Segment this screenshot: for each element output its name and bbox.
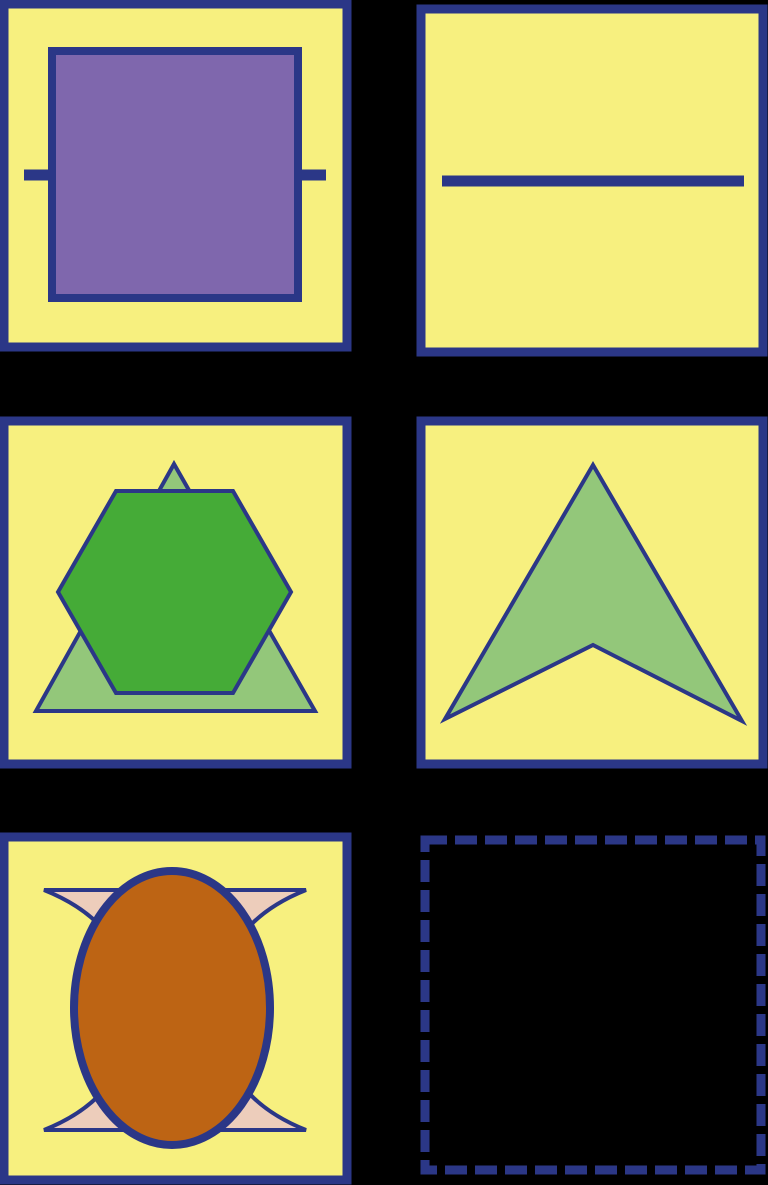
- light-green-arrowhead: [439, 461, 748, 726]
- panel-square-with-stubs: [0, 0, 352, 352]
- panel-horizontal-line: [416, 4, 768, 357]
- panel-hexagon-over-triangle: [0, 416, 352, 769]
- panel-arrowhead: [416, 416, 768, 769]
- orange-ellipse: [70, 867, 274, 1149]
- panel-ellipse-over-concave-shape: [0, 832, 352, 1185]
- panel-empty-dashed-frame: [420, 835, 766, 1175]
- empty-dashed-frame: [420, 835, 766, 1175]
- green-hexagon: [55, 489, 294, 695]
- purple-square: [48, 47, 302, 302]
